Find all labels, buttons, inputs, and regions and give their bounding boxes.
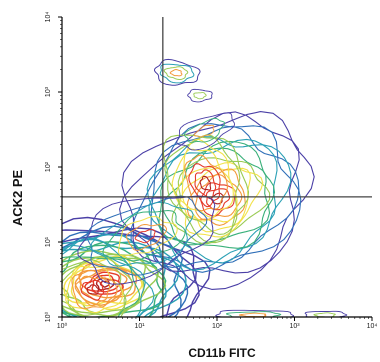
contour-population-high-high bbox=[164, 134, 241, 235]
contour-population-sparse bbox=[176, 112, 235, 151]
x-axis-label: CD11b FITC bbox=[188, 346, 256, 360]
contour-population-low-low bbox=[62, 259, 127, 317]
contour-population-high-high bbox=[171, 138, 238, 223]
contour-population-high-high bbox=[186, 168, 246, 226]
contour-population-high-high bbox=[200, 182, 236, 217]
contour-population-low-low bbox=[62, 256, 133, 317]
contour-population-sparse bbox=[184, 117, 226, 143]
x-tick-label: 10⁴ bbox=[367, 323, 378, 330]
contour-population-high-high bbox=[130, 123, 302, 273]
quadrant-gate-layer bbox=[62, 17, 372, 317]
contour-population-high-high bbox=[194, 169, 217, 200]
contour-population-high-high bbox=[205, 188, 231, 211]
contour-population-sparse bbox=[187, 88, 213, 103]
y-axis-label: ACK2 PE bbox=[10, 170, 25, 227]
y-tick-label: 10² bbox=[45, 161, 52, 172]
contour-population-low-low bbox=[62, 225, 184, 317]
contour-population-edge bbox=[238, 312, 267, 317]
contour-layer bbox=[62, 58, 348, 317]
axes-layer: 10⁰ 10¹ 10² 10³ 10⁴ 10⁰ 10¹ 10² 10³ 10⁴ bbox=[44, 12, 377, 330]
contour-population-sparse bbox=[193, 92, 207, 100]
contour-population-high-high bbox=[121, 111, 315, 290]
contour-population-bridge bbox=[134, 229, 156, 244]
x-tick-label: 10³ bbox=[289, 323, 300, 330]
contour-population-low-low bbox=[62, 244, 146, 317]
contour-population-high-high bbox=[171, 157, 271, 245]
contour-population-low-low bbox=[62, 231, 189, 317]
contour-population-edge bbox=[304, 310, 348, 317]
x-tick-label: 10¹ bbox=[134, 323, 145, 330]
contour-population-low-low bbox=[86, 284, 99, 295]
contour-population-bridge bbox=[77, 195, 216, 285]
contour-population-low-low bbox=[91, 274, 121, 293]
contour-population-high-high bbox=[148, 138, 278, 264]
y-tick-label: 10¹ bbox=[45, 236, 52, 247]
contour-population-low-low bbox=[80, 279, 105, 301]
contour-population-sparse bbox=[154, 58, 201, 86]
contour-population-high-high bbox=[199, 175, 212, 191]
contour-population-bridge bbox=[86, 195, 208, 276]
contour-population-low-low bbox=[71, 269, 118, 309]
contour-population-high-high bbox=[119, 111, 300, 274]
contour-population-low-low bbox=[62, 227, 197, 317]
contour-population-high-high bbox=[158, 140, 276, 249]
x-tick-label: 10⁰ bbox=[57, 322, 68, 330]
contour-population-sparse bbox=[163, 66, 189, 80]
contour-population-low-low bbox=[74, 275, 111, 307]
x-tick-label: 10² bbox=[212, 323, 223, 330]
contour-population-high-high bbox=[184, 154, 228, 212]
contour-population-low-low bbox=[62, 233, 187, 317]
contour-population-bridge bbox=[102, 210, 186, 262]
contour-population-sparse bbox=[159, 63, 195, 84]
contour-population-bridge bbox=[125, 224, 167, 251]
contour-population-low-low bbox=[65, 265, 124, 314]
y-tick-label: 10⁰ bbox=[44, 312, 52, 323]
contour-population-low-low bbox=[62, 256, 141, 317]
contour-population-low-low bbox=[62, 244, 165, 317]
contour-population-low-low bbox=[62, 216, 211, 317]
contour-population-low-low bbox=[78, 267, 134, 303]
contour-population-high-high bbox=[175, 162, 264, 238]
contour-population-sparse bbox=[193, 124, 215, 138]
contour-population-low-low bbox=[62, 237, 155, 317]
contour-population-sparse bbox=[169, 69, 183, 77]
y-tick-label: 10³ bbox=[45, 86, 52, 97]
contour-population-low-low bbox=[79, 269, 128, 299]
contour-population-high-high bbox=[188, 163, 221, 208]
y-tick-label: 10⁴ bbox=[45, 12, 52, 23]
contour-population-high-high bbox=[181, 148, 234, 218]
contour-population-edge bbox=[225, 311, 282, 317]
contour-population-low-low bbox=[84, 271, 124, 295]
contour-population-high-high bbox=[162, 147, 271, 246]
contour-population-edge bbox=[215, 309, 295, 317]
